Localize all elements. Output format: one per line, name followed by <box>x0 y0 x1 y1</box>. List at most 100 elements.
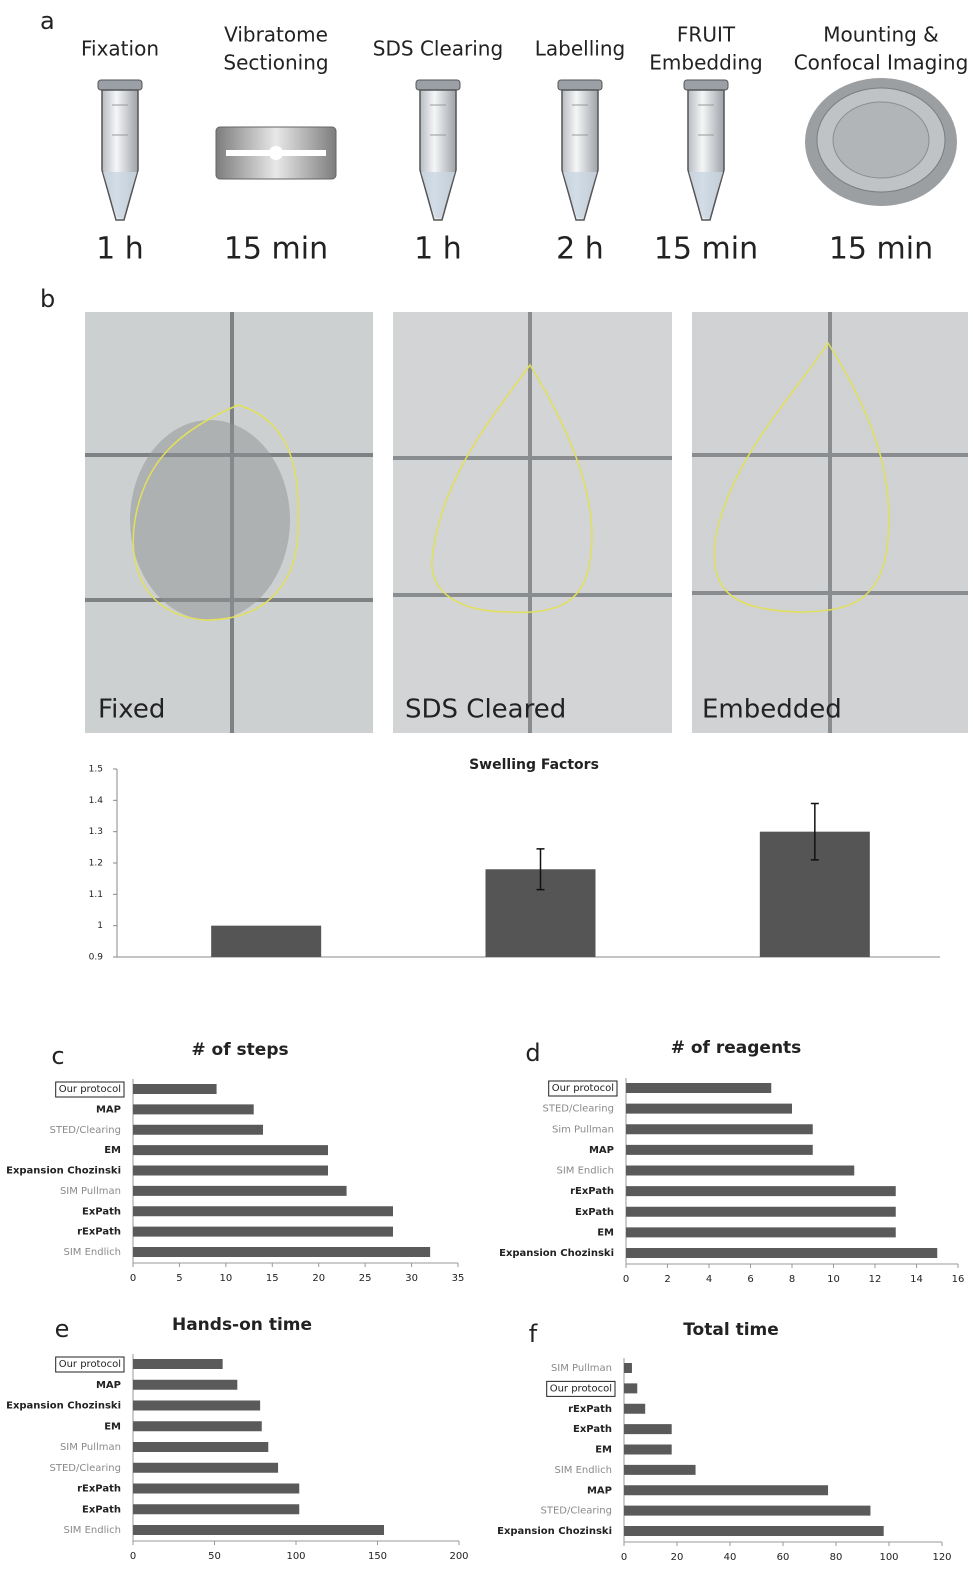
bar <box>211 926 321 957</box>
bar <box>133 1166 328 1176</box>
razor-icon <box>216 127 336 179</box>
bar <box>626 1248 937 1258</box>
category-label: STED/Clearing <box>541 1506 612 1517</box>
category-label: MAP <box>96 1104 121 1115</box>
x-tick-label: 80 <box>830 1552 843 1563</box>
x-tick-label: 0 <box>130 1273 136 1284</box>
step-name: FRUIT <box>677 23 736 47</box>
category-label: STED/Clearing <box>50 1463 121 1474</box>
category-label: SIM Endlich <box>557 1166 615 1177</box>
x-tick-label: 12 <box>869 1274 882 1285</box>
bar <box>133 1359 223 1369</box>
step-name: Confocal Imaging <box>794 51 969 75</box>
y-tick-label: 1.2 <box>89 859 103 869</box>
x-tick-label: 10 <box>827 1274 840 1285</box>
x-tick-label: 5 <box>176 1273 182 1284</box>
bar <box>626 1083 771 1093</box>
category-label: Expansion Chozinski <box>6 1166 121 1177</box>
category-label: Our protocol <box>552 1083 614 1094</box>
category-label: MAP <box>96 1380 121 1391</box>
category-label: rExPath <box>568 1404 612 1415</box>
step-duration: 2 h <box>556 232 604 267</box>
category-label: SIM Pullman <box>60 1186 121 1197</box>
bar <box>133 1084 217 1094</box>
bar <box>133 1125 263 1135</box>
bar <box>133 1463 278 1473</box>
category-label: SIM Pullman <box>551 1363 612 1374</box>
tube-icon <box>684 80 728 220</box>
bar <box>624 1383 637 1393</box>
category-label: SIM Endlich <box>64 1247 122 1258</box>
panel-letter: a <box>40 7 55 35</box>
bar <box>626 1207 896 1217</box>
bar <box>133 1504 299 1514</box>
step-name: SDS Clearing <box>373 37 503 61</box>
category-label: Our protocol <box>550 1383 612 1394</box>
step-duration: 1 h <box>96 232 144 267</box>
category-label: ExPath <box>575 1207 614 1218</box>
chart-title: # of reagents <box>671 1038 802 1058</box>
bar <box>133 1145 328 1155</box>
photo <box>692 312 968 733</box>
x-tick-label: 25 <box>359 1273 372 1284</box>
x-tick-label: 200 <box>449 1551 468 1562</box>
tube-icon <box>416 80 460 220</box>
panel-letter: c <box>51 1042 64 1070</box>
step-duration: 15 min <box>829 232 933 267</box>
photo-label: Embedded <box>702 695 842 725</box>
category-label: MAP <box>587 1485 612 1496</box>
bar <box>133 1442 268 1452</box>
panel-letter: f <box>529 1320 538 1348</box>
category-label: Our protocol <box>59 1084 121 1095</box>
category-label: Expansion Chozinski <box>497 1526 612 1537</box>
category-label: SIM Pullman <box>60 1442 121 1453</box>
category-label: Sim Pullman <box>552 1124 614 1135</box>
bar <box>626 1145 813 1155</box>
step-name: Mounting & <box>823 23 939 47</box>
category-label: Expansion Chozinski <box>6 1401 121 1412</box>
step-name: Sectioning <box>223 51 328 75</box>
bar <box>133 1380 237 1390</box>
bar <box>624 1424 672 1434</box>
x-tick-label: 6 <box>747 1274 753 1285</box>
x-tick-label: 40 <box>724 1552 737 1563</box>
bar <box>133 1484 299 1494</box>
bar <box>133 1247 430 1257</box>
step-name: Vibratome <box>224 23 328 47</box>
bar <box>133 1421 262 1431</box>
chart-title: # of steps <box>191 1040 288 1060</box>
photo-label: SDS Cleared <box>405 695 566 725</box>
x-tick-label: 100 <box>286 1551 305 1562</box>
x-tick-label: 0 <box>623 1274 629 1285</box>
x-tick-label: 60 <box>777 1552 790 1563</box>
bar <box>626 1166 854 1176</box>
category-label: EM <box>595 1445 612 1456</box>
x-tick-label: 4 <box>706 1274 712 1285</box>
bar <box>626 1124 813 1134</box>
x-tick-label: 35 <box>452 1273 465 1284</box>
category-label: ExPath <box>82 1504 121 1515</box>
step-name: Embedding <box>649 51 762 75</box>
bar <box>133 1227 393 1237</box>
category-label: EM <box>597 1227 614 1238</box>
category-label: rExPath <box>77 1484 121 1495</box>
category-label: ExPath <box>573 1424 612 1435</box>
bar <box>624 1526 884 1536</box>
y-tick-label: 1.1 <box>89 890 103 900</box>
y-tick-label: 1.3 <box>89 827 103 837</box>
x-tick-label: 10 <box>219 1273 232 1284</box>
category-label: SIM Endlich <box>555 1465 613 1476</box>
photo <box>85 312 373 733</box>
step-duration: 15 min <box>224 232 328 267</box>
x-tick-label: 2 <box>664 1274 670 1285</box>
photo <box>393 312 672 733</box>
step-name: Labelling <box>535 37 625 61</box>
category-label: SIM Endlich <box>64 1525 122 1536</box>
category-label: Our protocol <box>59 1359 121 1370</box>
x-tick-label: 150 <box>368 1551 387 1562</box>
bar <box>626 1104 792 1114</box>
panel-b-photos: b Fixed SDS Cleared Embedded <box>40 285 968 733</box>
